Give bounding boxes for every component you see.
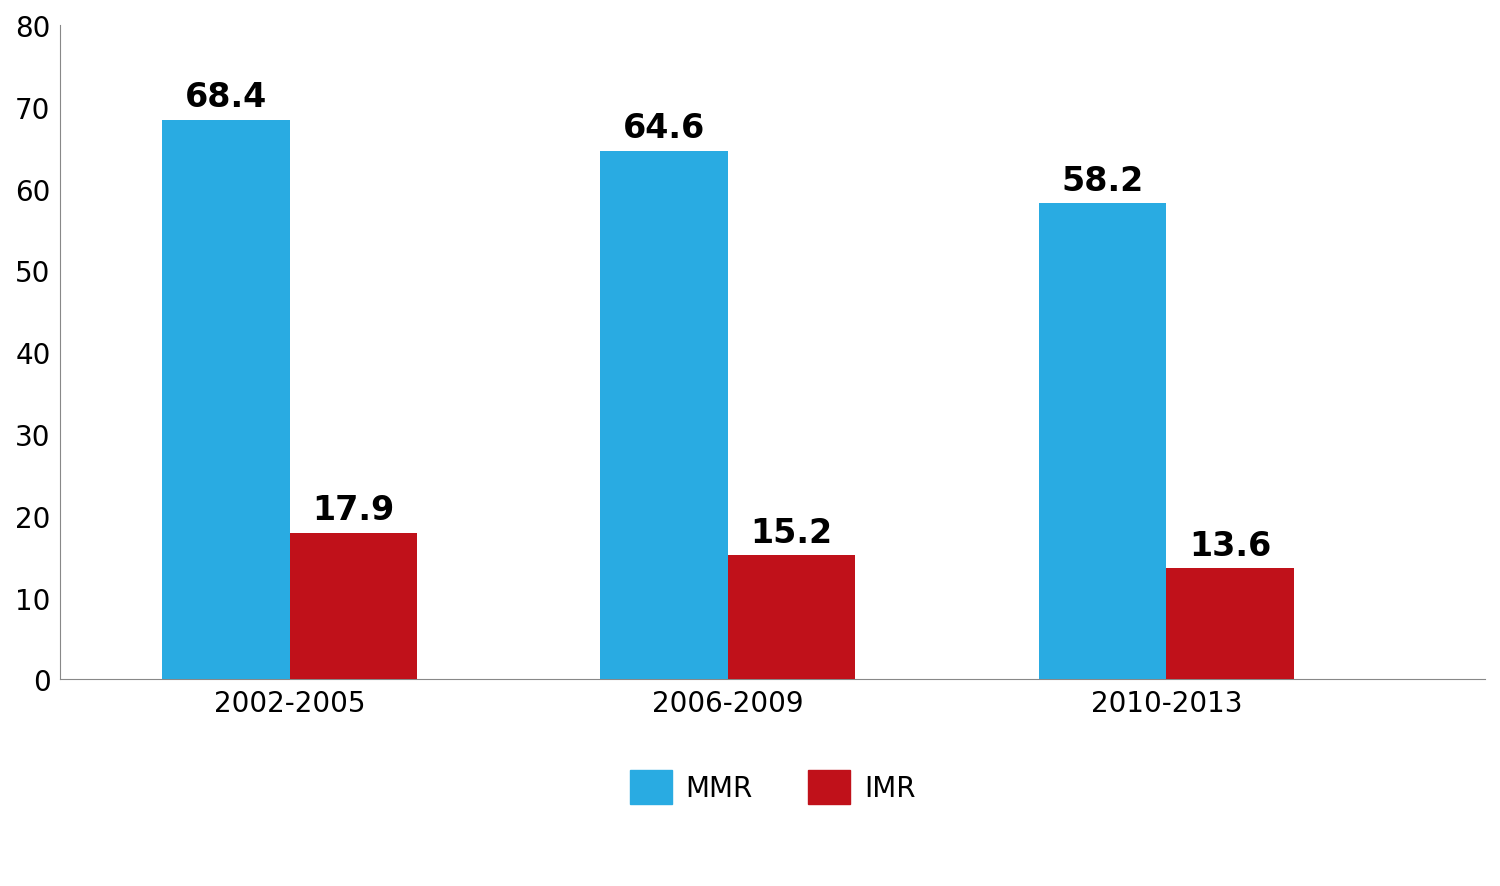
Text: 58.2: 58.2 [1062,165,1143,198]
Bar [728,556,855,680]
Legend: MMR, IMR: MMR, IMR [620,759,927,815]
Text: 13.6: 13.6 [1190,529,1270,562]
Text: 15.2: 15.2 [750,516,833,549]
Bar [290,533,417,680]
Text: 68.4: 68.4 [184,82,267,114]
Bar [600,152,728,680]
Text: 64.6: 64.6 [622,113,705,145]
Bar [162,120,290,680]
Bar [1040,204,1167,680]
Text: 17.9: 17.9 [312,494,394,527]
Bar [1167,569,1294,680]
